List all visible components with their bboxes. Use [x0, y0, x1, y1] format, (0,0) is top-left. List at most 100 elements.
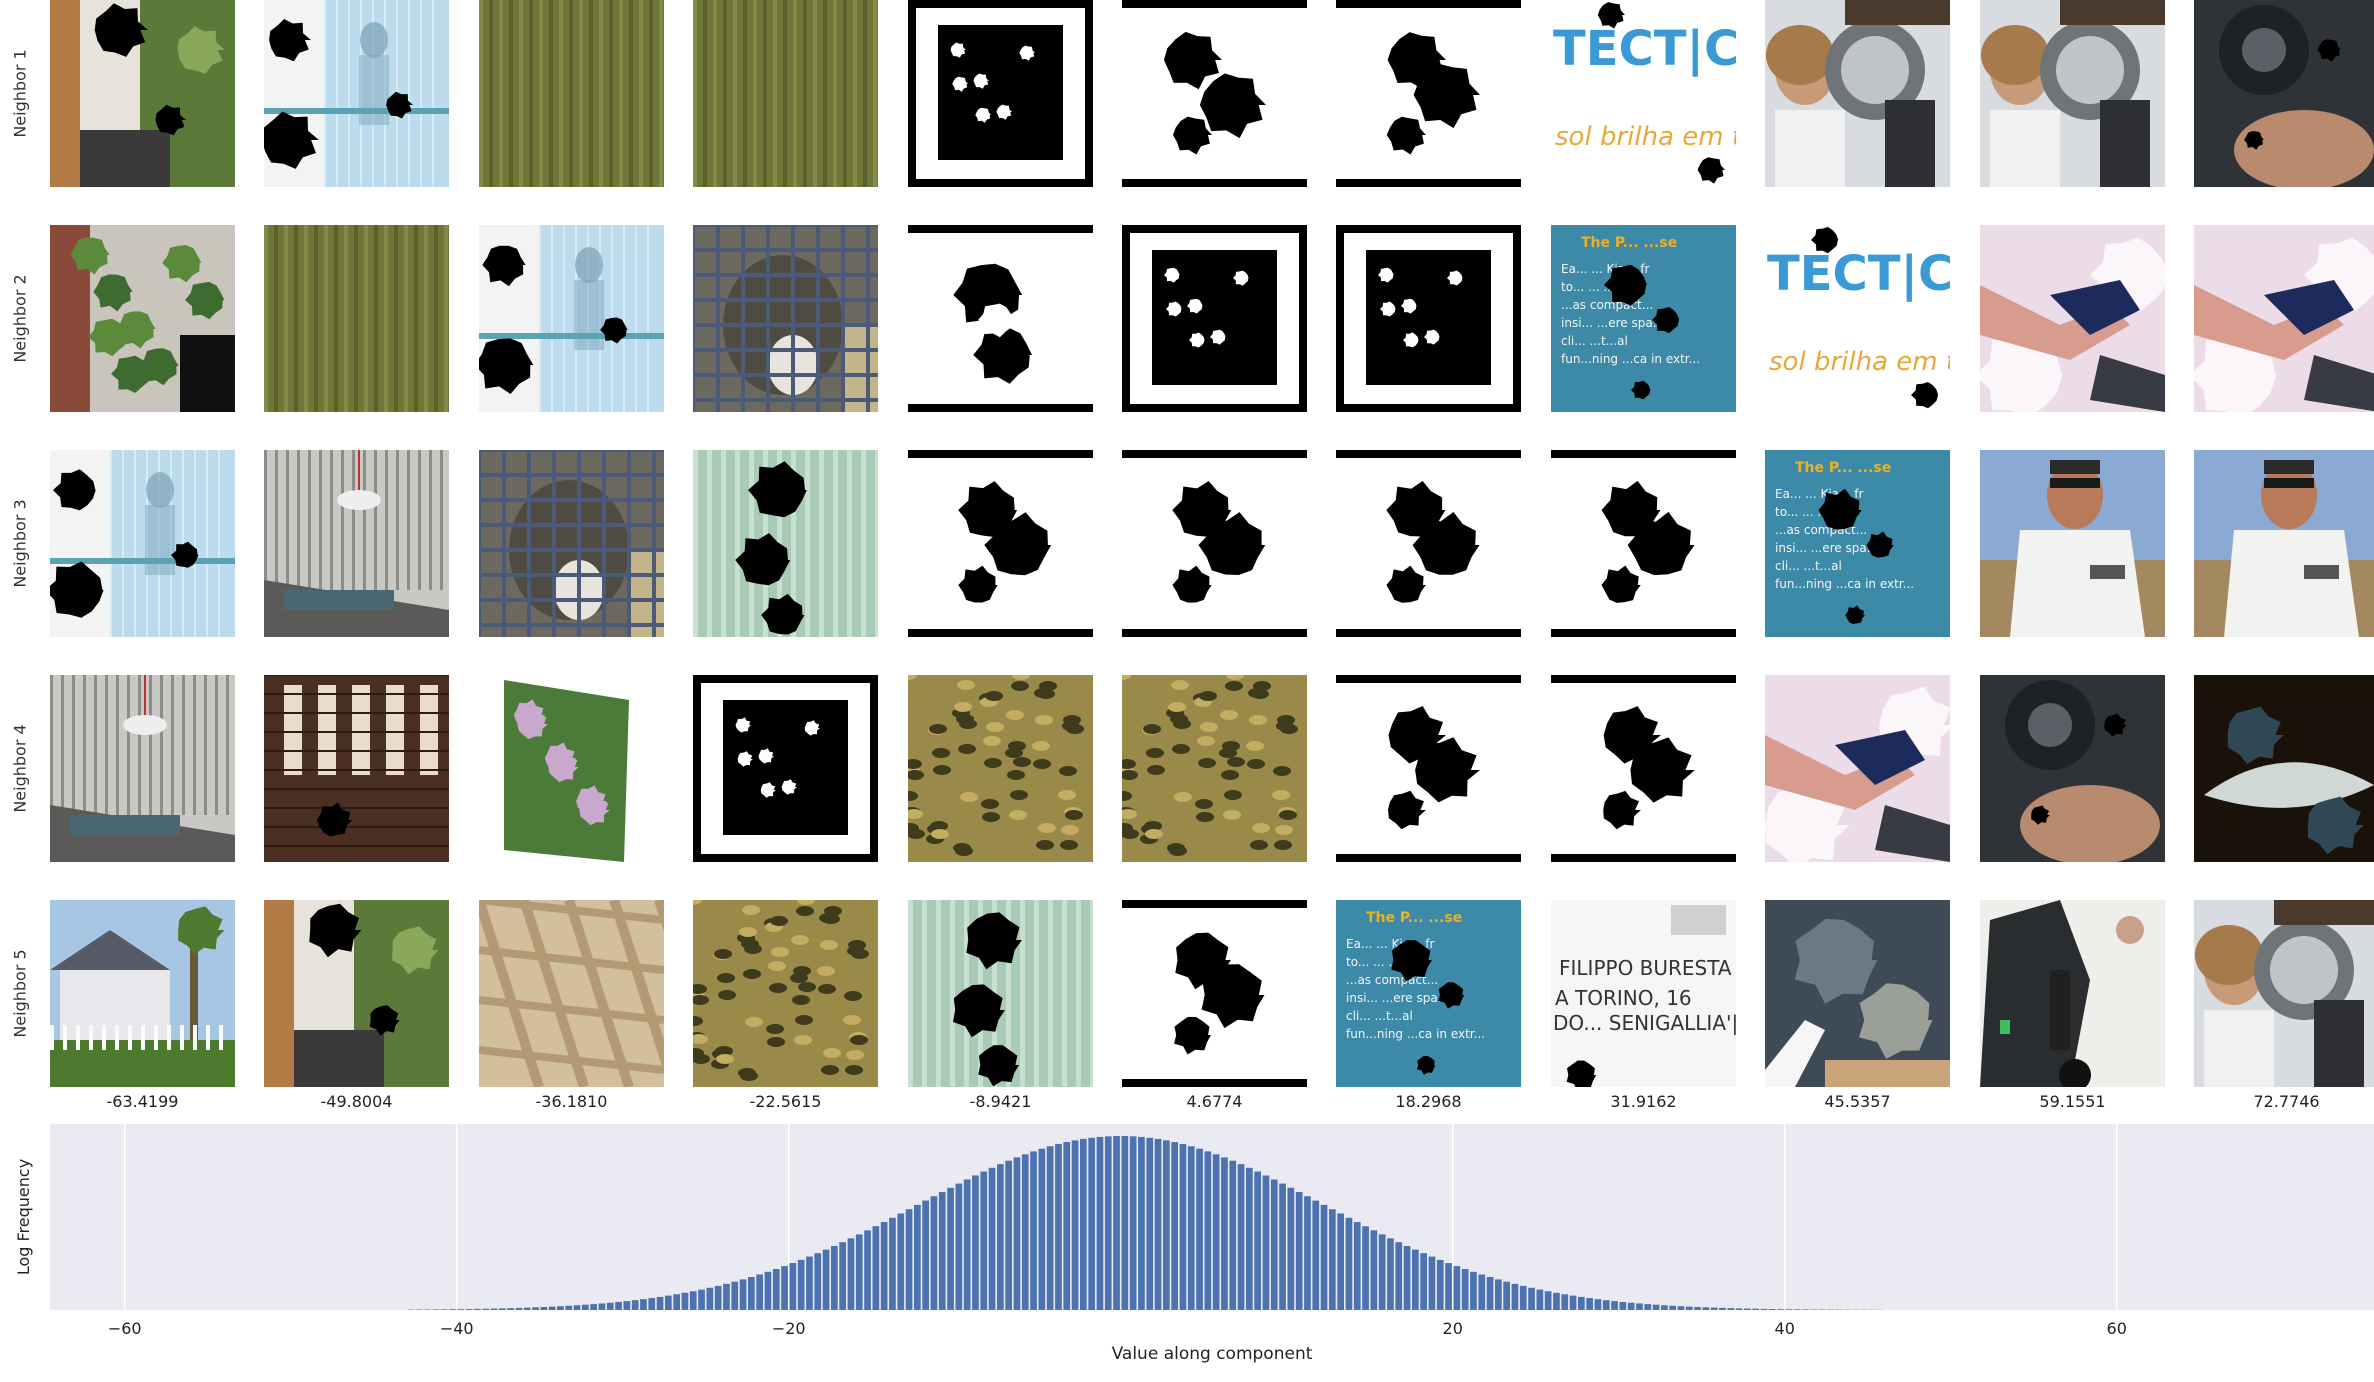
histogram-bar — [1528, 1287, 1535, 1310]
neighbor-thumbnail — [50, 225, 235, 412]
histogram-bar — [1702, 1307, 1710, 1310]
histogram-bar — [1270, 1179, 1278, 1310]
column-value-label: -63.4199 — [106, 1092, 179, 1111]
histogram-bar — [1038, 1148, 1046, 1310]
histogram-bar — [532, 1307, 539, 1310]
row-label: Neighbor 2 — [0, 225, 40, 412]
histogram-bar — [1055, 1144, 1062, 1310]
histogram-bar — [997, 1164, 1004, 1310]
histogram-bar — [947, 1187, 954, 1310]
histogram-bar — [648, 1298, 656, 1310]
neighbor-thumbnail — [264, 0, 449, 187]
histogram-bar — [1652, 1304, 1660, 1310]
neighbor-thumbnail: FILIPPO BURESTA A TORINO, 16 DO... SENIGAL… — [1551, 900, 1736, 1087]
neighbor-thumbnail — [50, 900, 235, 1087]
histogram-bar — [465, 1309, 473, 1310]
neighbor-thumbnail — [1122, 0, 1307, 187]
histogram-bar — [1295, 1191, 1303, 1310]
neighbor-thumbnail: TECT|C sol brilha em t — [1765, 225, 1950, 412]
histogram-bar — [1088, 1137, 1095, 1310]
svg-text:fun...ning ...ca in extr...: fun...ning ...ca in extr... — [1561, 352, 1700, 366]
column-value-label: 31.9162 — [1610, 1092, 1677, 1111]
plot-area — [50, 1124, 2374, 1310]
histogram-bar — [1229, 1160, 1237, 1310]
histogram-bar — [880, 1222, 888, 1310]
histogram-bar — [631, 1300, 639, 1310]
row-label: Neighbor 5 — [0, 900, 40, 1087]
neighbor-thumbnail — [50, 675, 235, 862]
svg-text:cli... ...t...al: cli... ...t...al — [1346, 1009, 1413, 1023]
histogram-bar — [756, 1274, 763, 1310]
svg-text:to... ... ...: to... ... ... — [1775, 505, 1829, 519]
histogram-bar — [1104, 1136, 1112, 1310]
histogram-bar — [1121, 1136, 1129, 1310]
svg-text:fun...ning ...ca in extr...: fun...ning ...ca in extr... — [1346, 1027, 1485, 1041]
histogram-bar — [1204, 1151, 1212, 1310]
histogram-bar — [1221, 1157, 1228, 1310]
neighbor-thumbnail — [50, 0, 235, 187]
histogram-bar — [1395, 1242, 1403, 1310]
histogram-bar — [889, 1217, 896, 1310]
column-value-label: -49.8004 — [320, 1092, 393, 1111]
histogram-bar — [1370, 1230, 1378, 1310]
svg-text:insi... ...ere spa...: insi... ...ere spa... — [1775, 541, 1878, 555]
histogram-bar — [1586, 1298, 1593, 1310]
svg-text:insi... ...ere spa...: insi... ...ere spa... — [1346, 991, 1449, 1005]
row-label-text: Neighbor 3 — [10, 499, 30, 588]
x-tick-label: −40 — [440, 1319, 474, 1338]
histogram-bar — [1013, 1157, 1021, 1310]
histogram-bar — [1644, 1304, 1652, 1310]
neighbor-thumbnail — [2194, 675, 2374, 862]
histogram-bar — [1511, 1283, 1519, 1310]
histogram-bar — [689, 1291, 697, 1310]
histogram-bar — [1727, 1308, 1735, 1310]
histogram-bar — [590, 1304, 597, 1310]
histogram-bar — [1793, 1309, 1801, 1310]
neighbor-thumbnail — [1122, 900, 1307, 1087]
histogram-bar — [1768, 1309, 1776, 1310]
x-tick-label: 20 — [1443, 1319, 1463, 1338]
neighbor-thumbnail — [1551, 450, 1736, 637]
neighbor-thumbnail — [2194, 450, 2374, 637]
histogram-bar — [905, 1209, 913, 1310]
neighbor-thumbnail: The P... ...se Ea... ... Kia... fr to... .… — [1336, 900, 1521, 1087]
histogram-bar — [1569, 1295, 1577, 1310]
histogram-bar — [640, 1299, 647, 1310]
neighbor-thumbnail — [693, 675, 878, 862]
svg-text:A TORINO, 16: A TORINO, 16 — [1555, 986, 1692, 1010]
neighbor-thumbnail — [1765, 0, 1950, 187]
histogram-bar — [1486, 1277, 1494, 1310]
neighbor-thumbnail — [693, 225, 878, 412]
histogram-bar — [1320, 1204, 1328, 1310]
histogram-bar — [897, 1213, 905, 1310]
histogram-bar — [797, 1259, 805, 1310]
x-axis-label: Value along component — [1112, 1344, 1313, 1364]
svg-text:insi... ...ere spa...: insi... ...ere spa... — [1561, 316, 1664, 330]
svg-text:cli... ...t...al: cli... ...t...al — [1775, 559, 1842, 573]
histogram-bar — [839, 1242, 846, 1310]
histogram-bar — [1594, 1299, 1602, 1310]
row-label-text: Neighbor 2 — [10, 274, 30, 363]
neighbor-thumbnail — [479, 0, 664, 187]
histogram-bar — [1237, 1164, 1245, 1310]
row-label-text: Neighbor 4 — [10, 724, 30, 813]
histogram-bar — [1503, 1281, 1510, 1310]
histogram-bar — [457, 1309, 465, 1310]
svg-text:sol brilha em t: sol brilha em t — [1555, 122, 1736, 152]
histogram-bar — [1478, 1274, 1486, 1310]
histogram-bar — [1578, 1296, 1585, 1310]
histogram-bar — [1420, 1253, 1427, 1310]
histogram-bar — [955, 1183, 963, 1310]
histogram-bar — [1129, 1136, 1137, 1310]
neighbor-thumbnail — [2194, 0, 2374, 187]
histogram-bar — [1329, 1209, 1336, 1310]
histogram-bar — [515, 1307, 523, 1310]
histogram-bar — [615, 1301, 622, 1310]
histogram-bar — [1627, 1302, 1635, 1310]
histogram-bar — [1030, 1151, 1037, 1310]
histogram-bar — [1785, 1309, 1793, 1310]
histogram-bar — [1378, 1234, 1386, 1310]
histogram-bar — [855, 1234, 863, 1310]
histogram-bar — [1602, 1300, 1610, 1310]
histogram-bar — [573, 1305, 581, 1310]
